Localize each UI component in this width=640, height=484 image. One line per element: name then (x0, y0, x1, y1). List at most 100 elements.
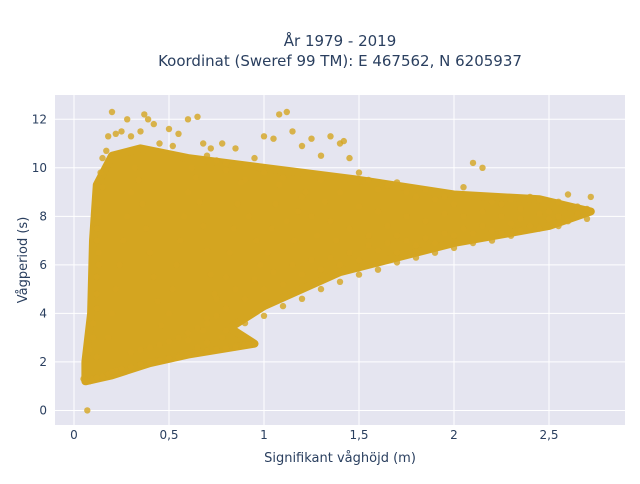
scatter-point (346, 154, 353, 162)
scatter-point (175, 334, 182, 341)
scatter-point (207, 145, 214, 152)
scatter-point (222, 167, 230, 174)
scatter-point (103, 147, 110, 154)
scatter-point (355, 203, 363, 210)
scatter-point (298, 271, 306, 278)
scatter-point (450, 232, 458, 239)
scatter-point (317, 285, 325, 293)
scatter-point (131, 164, 138, 171)
scatter-point (203, 319, 211, 327)
scatter-point (137, 361, 144, 368)
scatter-point (241, 295, 249, 302)
scatter-point (213, 346, 220, 353)
scatter-point (95, 213, 102, 220)
chart-title-line-1: År 1979 - 2019 (284, 31, 397, 50)
scatter-point (194, 324, 201, 332)
scatter-point (154, 298, 161, 305)
scatter-point (127, 133, 135, 140)
scatter-point (507, 220, 515, 227)
scatter-point (308, 213, 315, 220)
scatter-point (93, 225, 101, 232)
scatter-point (219, 140, 226, 147)
scatter-point (498, 230, 505, 237)
scatter-point (105, 133, 112, 140)
scatter-point (184, 329, 192, 336)
scatter-point (283, 108, 290, 116)
scatter-point (241, 162, 249, 169)
scatter-point (143, 225, 150, 232)
scatter-point (431, 196, 439, 203)
scatter-point (374, 208, 382, 215)
scatter-point (526, 193, 534, 201)
scatter-point (135, 176, 142, 184)
scatter-point (291, 237, 298, 244)
y-tick-label: 4 (39, 306, 47, 320)
scatter-point (507, 232, 515, 239)
scatter-point (184, 351, 192, 358)
scatter-point (295, 208, 302, 215)
scatter-point (283, 218, 290, 225)
scatter-point (127, 349, 135, 356)
scatter-point (105, 334, 112, 341)
scatter-point (469, 239, 477, 247)
scatter-point (95, 201, 102, 208)
scatter-point (232, 145, 239, 152)
scatter-point (203, 247, 211, 254)
scatter-point (207, 271, 214, 278)
scatter-point (517, 227, 524, 235)
y-axis-ticks: 0 2 4 6 8 10 12 (32, 112, 47, 417)
scatter-point (150, 120, 157, 128)
scatter-point (99, 373, 106, 380)
scatter-point (260, 312, 268, 319)
scatter-point (574, 203, 581, 210)
scatter-point (156, 357, 163, 364)
scatter-point (156, 140, 163, 147)
scatter-point (230, 225, 237, 232)
scatter-point (279, 281, 287, 288)
scatter-point (374, 186, 382, 193)
scatter-point (184, 188, 192, 196)
x-tick-label: 2 (450, 428, 458, 442)
scatter-point (336, 278, 344, 285)
scatter-point (374, 266, 382, 273)
scatter-point (112, 130, 120, 137)
scatter-point (137, 128, 144, 135)
scatter-point (583, 215, 591, 222)
scatter-point (412, 193, 420, 201)
scatter-point (289, 261, 296, 269)
scatter-point (95, 249, 102, 256)
scatter-point (564, 218, 572, 225)
scatter-point (441, 193, 448, 201)
scatter-point (308, 256, 315, 264)
x-tick-label: 0 (70, 428, 78, 442)
scatter-point (194, 344, 201, 351)
scatter-point (257, 261, 264, 269)
scatter-point (165, 310, 173, 317)
scatter-point (355, 256, 363, 264)
scatter-point (232, 344, 239, 351)
scatter-point (276, 111, 283, 118)
scatter-point (146, 344, 154, 351)
scatter-point (251, 340, 258, 347)
scatter-point (340, 137, 347, 145)
scatter-point (184, 116, 192, 123)
scatter-point (302, 188, 309, 196)
scatter-point (498, 213, 505, 220)
scatter-point (146, 358, 154, 366)
scatter-point (116, 261, 123, 269)
scatter-point (200, 140, 207, 147)
x-axis-ticks: 0 0,5 1 1,5 2 2,5 (70, 428, 558, 442)
scatter-point (99, 184, 106, 191)
scatter-point (84, 407, 91, 414)
scatter-point (450, 244, 458, 252)
scatter-point (245, 213, 252, 220)
scatter-point (289, 128, 296, 135)
scatter-point (108, 310, 116, 317)
scatter-point (498, 201, 505, 208)
scatter-point (260, 169, 268, 176)
scatter-point (165, 338, 173, 345)
scatter-point (545, 215, 553, 222)
scatter-point (517, 205, 524, 213)
scatter-point (336, 261, 344, 269)
